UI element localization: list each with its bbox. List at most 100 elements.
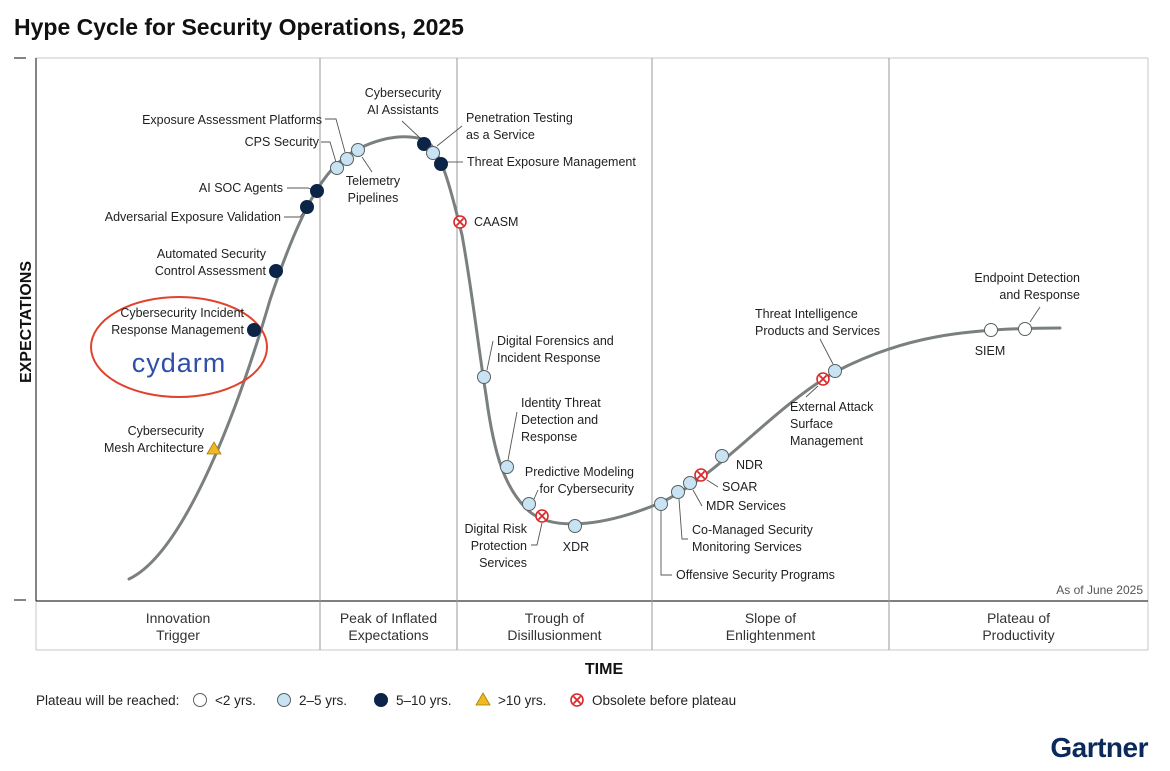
leader-predictive-modeling-for-cybersecurity <box>533 489 539 500</box>
leader-telemetry-pipelines <box>361 156 373 173</box>
leader-offensive-security-programs <box>660 511 672 576</box>
legend-marker-2to5 <box>277 693 291 707</box>
label-ai-soc-agents: AI SOC Agents <box>199 181 283 195</box>
point-cybersecurity-mesh-architecture <box>206 441 222 455</box>
leader-penetration-testing-as-a-service <box>436 125 463 147</box>
label-telemetry-pipelines: Telemetry Pipelines <box>346 174 401 205</box>
legend-marker-obsolete <box>570 693 584 707</box>
point-adversarial-exposure-validation <box>300 200 314 214</box>
point-threat-exposure-management <box>434 157 448 171</box>
point-cybersecurity-incident-response-management <box>247 323 261 337</box>
technology-labels: Cybersecurity Mesh Architecture Cybersecur… <box>104 86 1080 582</box>
phase-labels: Innovation Trigger Peak of Inflated Expecta… <box>146 610 1055 643</box>
legend-label-obsolete: Obsolete before plateau <box>592 693 736 708</box>
label-siem: SIEM <box>975 344 1006 358</box>
label-co-managed-security-monitoring-services: Co-Managed Security Monitoring Services <box>692 523 814 554</box>
legend-marker-gt10 <box>475 692 491 706</box>
label-offensive-security-programs: Offensive Security Programs <box>676 568 835 582</box>
point-threat-intelligence-products-and-services <box>828 364 842 378</box>
phase-label-2: Peak of Inflated Expectations <box>340 610 437 643</box>
leader-identity-threat-detection-and-response <box>507 411 518 461</box>
label-cps-security: CPS Security <box>245 135 320 149</box>
point-ai-soc-agents <box>310 184 324 198</box>
label-identity-threat-detection-and-response: Identity Threat Detection and Response <box>521 396 601 444</box>
phase-label-1: Innovation Trigger <box>146 610 211 643</box>
point-predictive-modeling-for-cybersecurity <box>522 497 536 511</box>
label-mdr-services: MDR Services <box>706 499 786 513</box>
phase-label-4: Slope of Enlightenment <box>726 610 816 643</box>
label-xdr: XDR <box>563 540 589 554</box>
leader-threat-intelligence-products-and-services <box>819 338 834 365</box>
label-threat-intelligence-products-and-services: Threat Intelligence Products and Services <box>755 307 880 338</box>
leader-external-attack-surface-management <box>805 385 819 398</box>
label-digital-risk-protection-services: Digital Risk Protection Services <box>464 522 527 570</box>
legend-label-lt2: <2 yrs. <box>215 693 256 708</box>
label-penetration-testing-as-a-service: Penetration Testing as a Service <box>466 111 573 142</box>
y-axis-title: EXPECTATIONS <box>18 261 35 383</box>
point-digital-risk-protection-services <box>535 509 549 523</box>
label-cybersecurity-ai-assistants: Cybersecurity AI Assistants <box>365 86 442 117</box>
legend: Plateau will be reached: <2 yrs. 2–5 yrs. 5… <box>36 692 736 708</box>
leader-digital-risk-protection-services <box>531 522 543 546</box>
label-adversarial-exposure-validation: Adversarial Exposure Validation <box>105 210 281 224</box>
point-ndr <box>715 449 729 463</box>
legend-marker-5to10 <box>374 693 388 707</box>
point-digital-forensics-and-incident-response <box>477 370 491 384</box>
leader-cps-security <box>321 141 337 163</box>
label-threat-exposure-management: Threat Exposure Management <box>467 155 636 169</box>
leader-cybersecurity-ai-assistants <box>401 120 421 139</box>
chart-title: Hype Cycle for Security Operations, 2025 <box>14 14 464 40</box>
point-automated-security-control-assessment <box>269 264 283 278</box>
label-external-attack-surface-management: External Attack Surface Management <box>790 400 874 448</box>
chart-frame <box>14 57 1149 651</box>
point-offensive-security-programs <box>654 497 668 511</box>
label-endpoint-detection-and-response: Endpoint Detection and Response <box>974 271 1080 302</box>
point-soar <box>694 468 708 482</box>
legend-title: Plateau will be reached: <box>36 693 179 708</box>
label-digital-forensics-and-incident-response: Digital Forensics and Incident Response <box>497 334 614 365</box>
leader-soar <box>706 479 719 488</box>
leader-endpoint-detection-and-response <box>1029 306 1041 323</box>
label-cybersecurity-incident-response-management: Cybersecurity Incident Response Managemen… <box>111 306 244 337</box>
point-external-attack-surface-management <box>816 372 830 386</box>
point-siem <box>984 323 998 337</box>
as-of-note: As of June 2025 <box>1056 583 1143 597</box>
phase-dividers <box>319 58 890 650</box>
highlight-ring <box>90 296 268 398</box>
point-caasm <box>453 215 467 229</box>
label-soar: SOAR <box>722 480 757 494</box>
highlight-callout: cydarm <box>90 296 268 398</box>
label-exposure-assessment-platforms: Exposure Assessment Platforms <box>142 113 322 127</box>
label-caasm: CAASM <box>474 215 518 229</box>
label-predictive-modeling-for-cybersecurity: Predictive Modeling for Cybersecurity <box>525 465 635 496</box>
point-xdr <box>568 519 582 533</box>
legend-label-5to10: 5–10 yrs. <box>396 693 452 708</box>
technology-points <box>206 137 1032 533</box>
point-penetration-testing-as-a-service <box>426 146 440 160</box>
point-telemetry-pipelines <box>351 143 365 157</box>
point-cybersecurity-ai-assistants <box>417 137 431 151</box>
phase-label-5: Plateau of Productivity <box>982 610 1054 643</box>
label-cybersecurity-mesh-architecture: Cybersecurity Mesh Architecture <box>104 424 205 455</box>
leader-digital-forensics-and-incident-response <box>486 340 494 371</box>
legend-label-2to5: 2–5 yrs. <box>299 693 347 708</box>
point-cps-security <box>330 161 344 175</box>
gartner-logo: Gartner <box>1050 732 1148 763</box>
legend-label-gt10: >10 yrs. <box>498 693 546 708</box>
point-exposure-assessment-platforms <box>340 152 354 166</box>
point-identity-threat-detection-and-response <box>500 460 514 474</box>
point-co-managed-security-monitoring-services <box>671 485 685 499</box>
leader-ai-soc-agents <box>287 187 314 191</box>
legend-marker-lt2 <box>193 693 207 707</box>
leader-mdr-services <box>692 489 703 507</box>
leader-exposure-assessment-platforms <box>325 118 346 153</box>
point-mdr-services <box>683 476 697 490</box>
phase-label-3: Trough of Disillusionment <box>507 610 601 643</box>
label-ndr: NDR <box>736 458 763 472</box>
x-axis-title: TIME <box>585 661 624 678</box>
cydarm-logo: cydarm <box>132 348 227 378</box>
leader-co-managed-security-monitoring-services <box>678 498 688 540</box>
point-endpoint-detection-and-response <box>1018 322 1032 336</box>
label-automated-security-control-assessment: Automated Security Control Assessment <box>155 247 267 278</box>
